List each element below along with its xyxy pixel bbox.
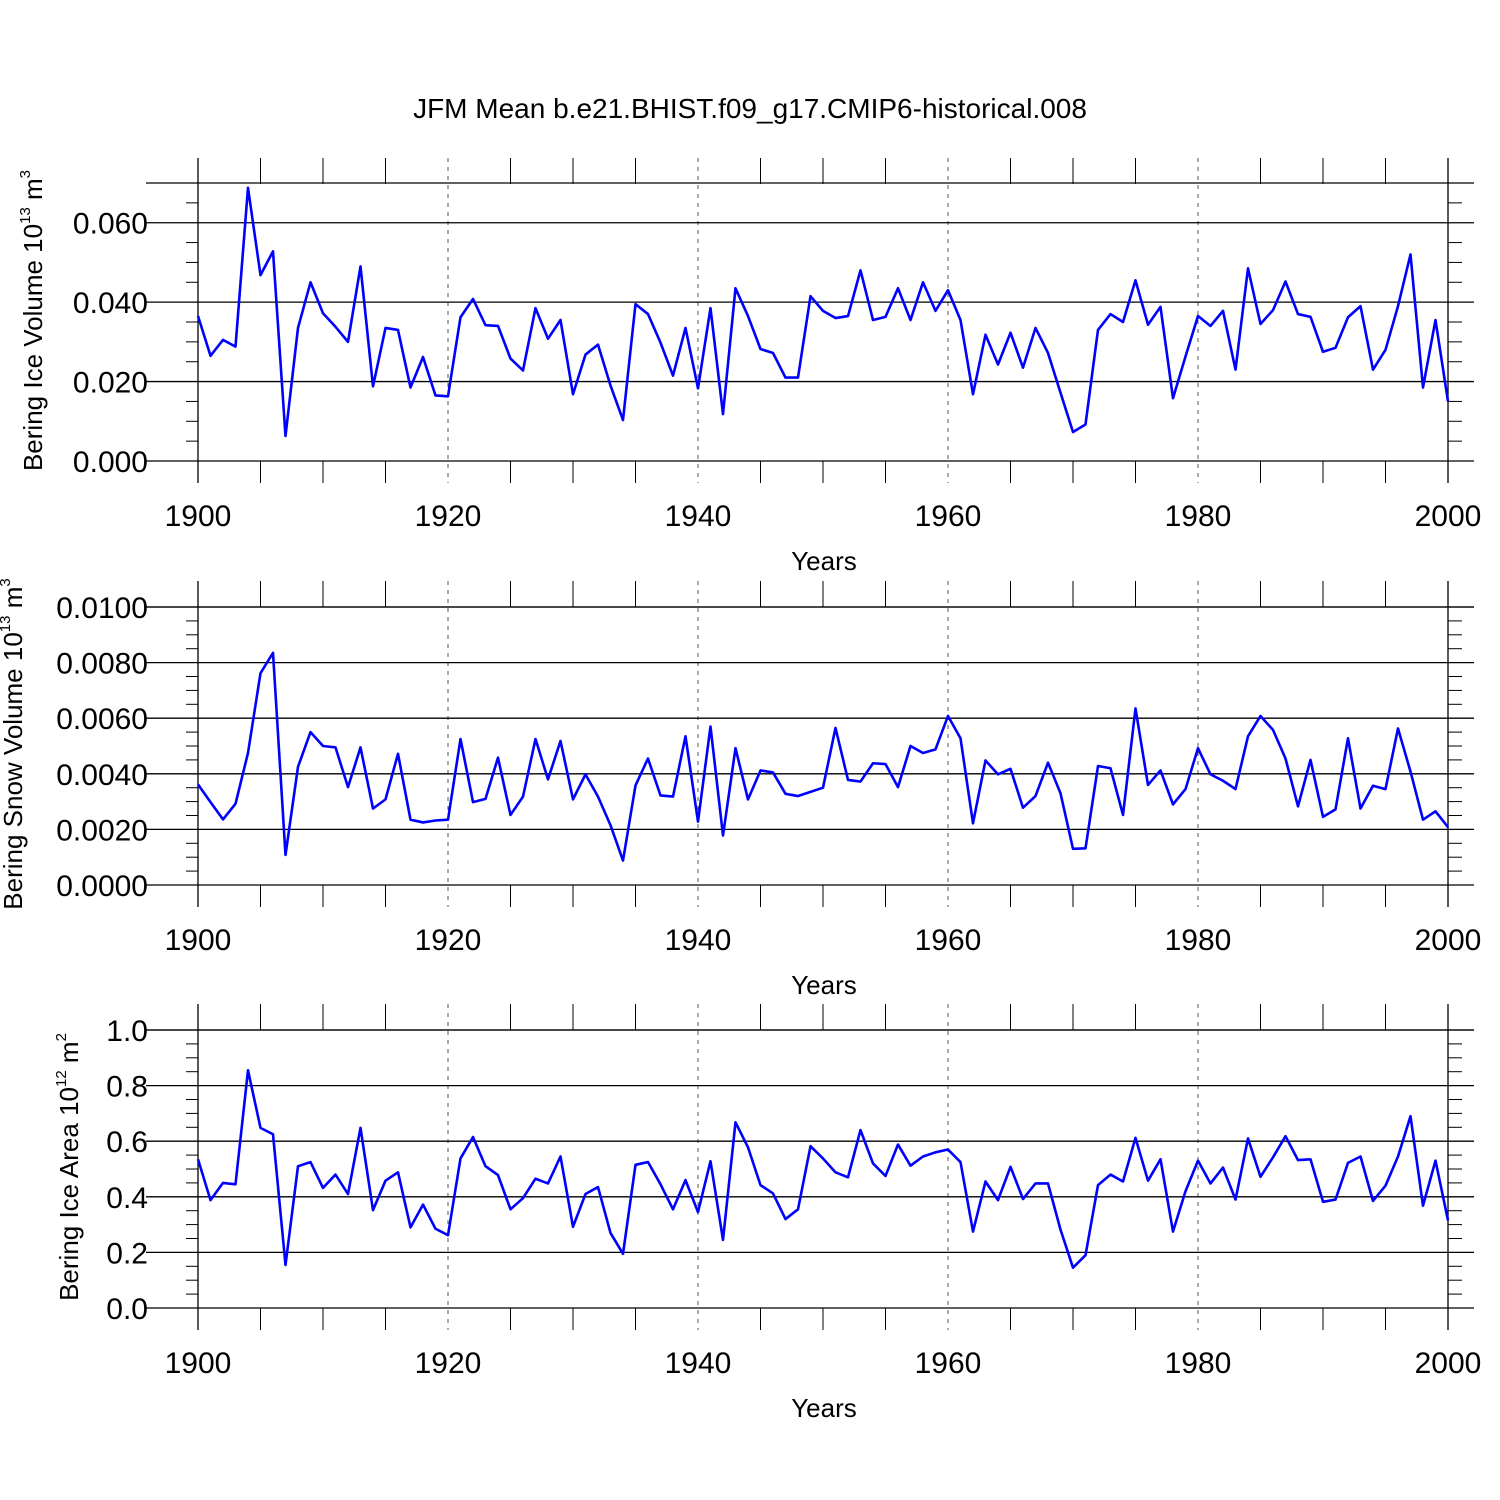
- x-tick-label: 1960: [915, 924, 982, 957]
- y-axis-label: Bering Snow Volume 1013 m3: [0, 578, 28, 909]
- y-axis-label-part: m: [0, 587, 28, 616]
- x-tick-label: 1940: [665, 924, 732, 957]
- y-tick-label: 0.0: [106, 1293, 148, 1326]
- y-axis-label-part: Bering Snow Volume: [0, 661, 28, 910]
- y-axis-label-superscript: 3: [17, 170, 34, 178]
- y-tick-label: 0.6: [106, 1126, 148, 1159]
- y-tick-label: 0.0000: [56, 870, 148, 903]
- y-tick-label: 0.0040: [56, 759, 148, 792]
- y-tick-label: 0.2: [106, 1237, 148, 1270]
- y-axis-label-superscript: 2: [53, 1033, 70, 1041]
- x-tick-label: 1980: [1165, 1347, 1232, 1380]
- x-axis-label: Years: [791, 1393, 857, 1423]
- y-tick-label: 0.8: [106, 1071, 148, 1104]
- x-axis-label: Years: [791, 546, 857, 576]
- y-tick-label: 1.0: [106, 1015, 148, 1048]
- y-tick-label: 0.0080: [56, 648, 148, 681]
- y-axis-label-part: m: [18, 178, 48, 207]
- data-line-bering-ice-area: [196, 1069, 1450, 1269]
- y-axis-label-part: Bering Ice Area: [54, 1116, 84, 1301]
- panel-2: 0.0000 0.0020 0.0040 0.0060 0.0080 0.0100 1900…: [0, 578, 1481, 1000]
- y-axis-label-part: Bering Ice Volume: [18, 253, 48, 471]
- y-tick-label: 0.020: [73, 367, 148, 400]
- x-tick-label: 1980: [1165, 500, 1232, 533]
- x-tick-label: 1920: [415, 924, 482, 957]
- x-tick-label: 1940: [665, 1347, 732, 1380]
- x-tick-label: 1900: [165, 924, 232, 957]
- x-tick-label: 1920: [415, 500, 482, 533]
- x-tick-label: 1960: [915, 1347, 982, 1380]
- y-tick-label: 0.060: [73, 208, 148, 241]
- y-axis-label: Bering Ice Volume 1013 m3: [17, 170, 48, 471]
- y-tick-label: 0.000: [73, 446, 148, 479]
- y-axis-label-superscript: 3: [0, 578, 14, 586]
- y-axis-label-superscript: 13: [17, 207, 34, 224]
- y-axis-label-part: 10: [0, 632, 28, 661]
- panel-3: 0.0 0.2 0.4 0.6 0.8 1.0 1900 1920 1940 1960 1980 20…: [53, 1004, 1481, 1423]
- y-axis-label-part: 10: [18, 224, 48, 253]
- y-tick-label: 0.0060: [56, 703, 148, 736]
- data-line-bering-snow-volume: [196, 651, 1450, 862]
- panel-1: 0.000 0.020 0.040 0.060 1900 1920 1940 1960 1980…: [17, 158, 1481, 576]
- x-tick-label: 2000: [1415, 924, 1482, 957]
- x-tick-label: 1980: [1165, 924, 1232, 957]
- x-axis-label: Years: [791, 970, 857, 1000]
- y-tick-label: 0.040: [73, 287, 148, 320]
- x-tick-label: 2000: [1415, 1347, 1482, 1380]
- figure-title: JFM Mean b.e21.BHIST.f09_g17.CMIP6-histo…: [413, 93, 1087, 124]
- y-axis-label-superscript: 12: [53, 1070, 70, 1087]
- x-tick-label: 1900: [165, 1347, 232, 1380]
- y-tick-label: 0.0020: [56, 814, 148, 847]
- panels-group: 0.000 0.020 0.040 0.060 1900 1920 1940 1960 1980…: [0, 158, 1481, 1423]
- x-tick-label: 2000: [1415, 500, 1482, 533]
- y-tick-label: 0.4: [106, 1182, 148, 1215]
- x-tick-label: 1920: [415, 1347, 482, 1380]
- y-axis-label-part: m: [54, 1041, 84, 1070]
- x-tick-label: 1960: [915, 500, 982, 533]
- x-tick-label: 1900: [165, 500, 232, 533]
- y-axis-label-superscript: 13: [0, 616, 14, 633]
- x-tick-label: 1940: [665, 500, 732, 533]
- y-axis-label-part: 10: [54, 1087, 84, 1116]
- y-axis-label: Bering Ice Area 1012 m2: [53, 1033, 84, 1301]
- y-tick-label: 0.0100: [56, 592, 148, 625]
- data-line-bering-ice-volume: [196, 186, 1450, 438]
